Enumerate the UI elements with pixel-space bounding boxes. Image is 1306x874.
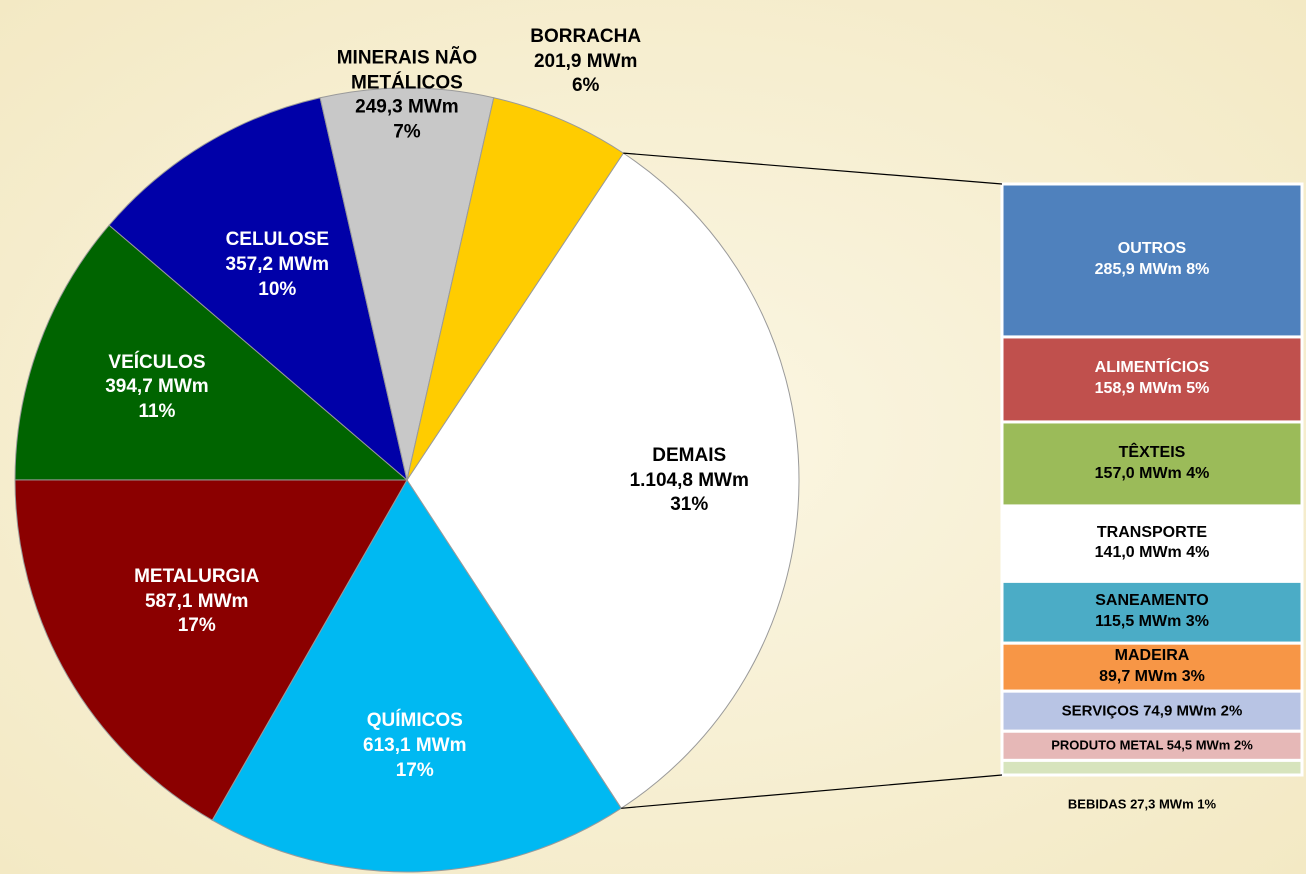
pie-slice: [108, 97, 408, 482]
slice-label: BORRACHA 201,9 MWm 6%: [496, 25, 676, 99]
percent-label: 17%: [177, 615, 216, 637]
slice-label: DEMAIS 1.104,8 MWm 31%: [589, 444, 789, 518]
value-label: 115,5 MWm: [1095, 613, 1182, 631]
pie-slice: [406, 152, 800, 809]
value-label: 141,0 MWm: [1094, 544, 1182, 562]
category-label: MADEIRA: [1114, 647, 1190, 665]
bar-segment: [1000, 420, 1304, 508]
percent-label: 8%: [1186, 261, 1210, 279]
value-label: 249,3 MWm: [355, 96, 459, 118]
value-label: 157,0 MWm: [1094, 464, 1182, 482]
percent-label: 7%: [393, 121, 421, 143]
slice-label: QUÍMICOS 613,1 MWm 17%: [325, 709, 505, 783]
category-label: QUÍMICOS: [366, 710, 463, 732]
category-label: BORRACHA: [530, 25, 642, 47]
value-label: 54,5 MWm: [1166, 737, 1231, 753]
segment-label: TÊXTEIS 157,0 MWm 4%: [1007, 443, 1297, 485]
category-label: ALIMENTÍCIOS: [1094, 359, 1210, 377]
value-label: 27,3 MWm: [1130, 796, 1194, 812]
connector-line: [621, 774, 1003, 809]
pie-slice: [211, 479, 622, 873]
segment-label: OUTROS 285,9 MWm 8%: [1007, 240, 1297, 282]
category-label: SANEAMENTO: [1095, 592, 1209, 610]
category-label: BEBIDAS: [1067, 796, 1127, 812]
bar-segment: [1000, 182, 1304, 339]
value-label: 1.104,8 MWm: [629, 469, 749, 491]
category-label: METALURGIA: [134, 565, 260, 587]
value-label: 587,1 MWm: [144, 590, 249, 612]
pie-slice: [14, 479, 408, 821]
category-label: CELULOSE: [225, 229, 330, 251]
segment-label: TRANSPORTE 141,0 MWm 4%: [1007, 523, 1297, 565]
category-label: OUTROS: [1117, 240, 1187, 258]
pie-slice: [319, 87, 495, 481]
percent-label: 5%: [1186, 380, 1210, 398]
segment-label: ALIMENTÍCIOS 158,9 MWm 5%: [1007, 359, 1297, 401]
bar-segment: [1000, 335, 1304, 424]
category-label: DEMAIS: [652, 444, 727, 466]
category-label: MINERAIS NÃO METÁLICOS: [336, 47, 478, 94]
segment-label: BEBIDAS 27,3 MWm 1%: [997, 797, 1287, 814]
slice-label: CELULOSE 357,2 MWm 10%: [187, 228, 367, 302]
value-label: 74,9 MWm: [1143, 702, 1217, 720]
slice-label: MINERAIS NÃO METÁLICOS 249,3 MWm 7%: [322, 46, 492, 145]
segment-label: SANEAMENTO 115,5 MWm 3%: [1007, 591, 1297, 633]
pie-slice: [14, 224, 409, 481]
segment-label: MADEIRA 89,7 MWm 3%: [1007, 646, 1297, 688]
value-label: 394,7 MWm: [105, 376, 209, 398]
percent-label: 11%: [138, 400, 176, 422]
bar-segment: [1000, 504, 1304, 583]
category-label: TRANSPORTE: [1096, 523, 1208, 541]
slice-label: VEÍCULOS 394,7 MWm 11%: [67, 351, 247, 425]
segment-label: PRODUTO METAL 54,5 MWm 2%: [1007, 737, 1297, 754]
percent-label: 6%: [571, 75, 600, 97]
value-label: 357,2 MWm: [225, 253, 330, 275]
slice-label: METALURGIA 587,1 MWm 17%: [97, 565, 297, 639]
percent-label: 10%: [258, 278, 297, 300]
percent-label: 3%: [1181, 668, 1205, 686]
percent-label: 3%: [1185, 613, 1209, 631]
category-label: VEÍCULOS: [108, 351, 206, 373]
value-label: 89,7 MWm: [1099, 668, 1178, 686]
percent-label: 4%: [1186, 464, 1210, 482]
percent-label: 31%: [670, 494, 709, 516]
value-label: 613,1 MWm: [363, 735, 467, 757]
category-label: PRODUTO METAL: [1051, 737, 1164, 753]
category-label: TÊXTEIS: [1118, 444, 1186, 462]
connector-line: [623, 152, 1003, 185]
value-label: 201,9 MWm: [533, 50, 638, 72]
pie-slice: [406, 97, 625, 481]
percent-label: 2%: [1233, 737, 1253, 753]
bar-segment: [1000, 758, 1304, 777]
percent-label: 4%: [1186, 544, 1210, 562]
segment-label: SERVIÇOS 74,9 MWm 2%: [1007, 701, 1297, 721]
category-label: SERVIÇOS: [1061, 702, 1139, 720]
percent-label: 1%: [1197, 796, 1217, 812]
value-label: 285,9 MWm: [1094, 261, 1182, 279]
value-label: 158,9 MWm: [1094, 380, 1182, 398]
percent-label: 17%: [395, 759, 434, 781]
percent-label: 2%: [1220, 702, 1243, 720]
